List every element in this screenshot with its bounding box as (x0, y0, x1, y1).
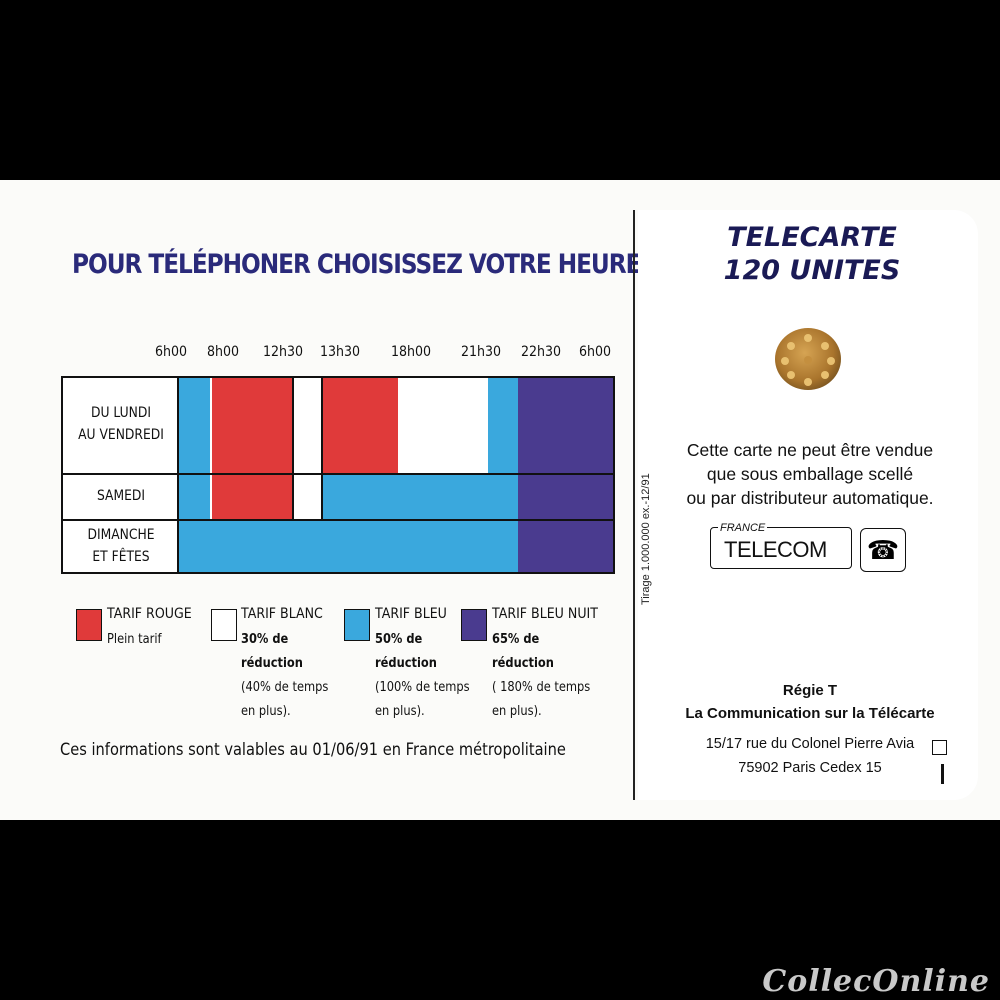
row-divider (63, 473, 613, 475)
row-label-line: AU VENDREDI (78, 427, 164, 443)
row-label-sunday: DIMANCHE ET FÊTES (70, 524, 172, 568)
time-tick: 6h00 (154, 344, 188, 360)
cell-bleu-nuit (518, 521, 613, 572)
row-label-line: DU LUNDI (90, 405, 152, 421)
legend-sub: 30% de réduction (40% de temps en plus). (241, 628, 328, 724)
telecarte-back: POUR TÉLÉPHONER CHOISISSEZ VOTRE HEURE. … (0, 180, 1000, 820)
time-tick: 6h00 (578, 344, 612, 360)
warning-line: Cette carte ne peut être vendue (686, 440, 934, 460)
cell-rouge (212, 475, 292, 519)
cell-bleu (179, 475, 210, 519)
sale-warning: Cette carte ne peut être vendue que sous… (660, 438, 960, 510)
cell-bleu (323, 475, 518, 519)
card-title-line: TELECARTE (727, 222, 897, 253)
print-run: Tirage 1.000.000 ex.-12/91 (640, 473, 652, 605)
headline: POUR TÉLÉPHONER CHOISISSEZ VOTRE HEURE. (72, 249, 649, 280)
address-line: 75902 Paris Cedex 15 (738, 760, 882, 776)
legend-sub: Plein tarif (107, 632, 162, 647)
cell-bleu (179, 521, 518, 572)
card-right-panel (638, 210, 978, 800)
legend-title: TARIF ROUGE (107, 606, 192, 622)
legend-line: réduction (375, 656, 437, 671)
legend-line: réduction (241, 656, 303, 671)
label-divider (177, 378, 179, 572)
regie-name: Régie T (782, 682, 838, 699)
cell-bleu (179, 378, 210, 473)
warning-line: ou par distributeur automatique. (686, 488, 934, 508)
legend-title: TARIF BLEU (375, 606, 447, 622)
legend-line: en plus). (375, 704, 425, 719)
telephone-icon: ☎ (860, 528, 906, 572)
legend-line: en plus). (492, 704, 542, 719)
regie-block: Régie T La Communication sur la Télécart… (660, 682, 960, 722)
row-label-line: ET FÊTES (92, 549, 150, 565)
card-title-line: 120 UNITES (723, 255, 901, 286)
watermark: CollecOnline (762, 964, 990, 999)
legend-line: (100% de temps (375, 680, 470, 695)
legend-line: 65% de (492, 632, 540, 647)
time-tick: 8h00 (206, 344, 240, 360)
card-divider (633, 210, 635, 800)
time-tick: 13h30 (319, 344, 361, 360)
row-label-saturday: SAMEDI (96, 488, 146, 504)
legend-swatch-bleu-nuit (461, 609, 487, 641)
legend-line: ( 180% de temps (492, 680, 591, 695)
regie-tagline: La Communication sur la Télécarte (685, 705, 935, 722)
legend-sub: 65% de réduction ( 180% de temps en plus… (492, 628, 590, 724)
time-tick: 12h30 (262, 344, 304, 360)
smart-chip-icon (775, 328, 841, 390)
legend-line: 50% de (375, 632, 423, 647)
validity-note: Ces informations sont valables au 01/06/… (60, 740, 566, 760)
france-telecom-logo (710, 527, 852, 569)
legend-title: TARIF BLANC (241, 606, 323, 622)
cell-bleu (488, 378, 518, 473)
bar-mark (941, 764, 944, 784)
legend-line: réduction (492, 656, 554, 671)
legend-swatch-bleu (344, 609, 370, 641)
logo-big-text: TELECOM (724, 537, 827, 562)
tariff-grid: DU LUNDI AU VENDREDI SAMEDI DIMANCHE ET … (61, 376, 615, 574)
warning-line: que sous emballage scellé (706, 464, 914, 484)
legend-line: en plus). (241, 704, 291, 719)
legend-swatch-rouge (76, 609, 102, 641)
cell-blanc (292, 475, 323, 519)
cell-bleu-nuit (518, 378, 613, 473)
legend-swatch-blanc (211, 609, 237, 641)
cell-blanc (292, 378, 323, 473)
logo-small-text: FRANCE (718, 522, 768, 534)
row-label-line: DIMANCHE (87, 527, 155, 543)
address-line: 15/17 rue du Colonel Pierre Avia (705, 736, 915, 752)
legend-line: (40% de temps (241, 680, 329, 695)
cell-bleu-nuit (518, 475, 613, 519)
time-tick: 21h30 (460, 344, 502, 360)
legend-line: 30% de (241, 632, 289, 647)
cell-rouge (212, 378, 292, 473)
time-tick: 22h30 (520, 344, 562, 360)
legend-title: TARIF BLEU NUIT (492, 606, 598, 622)
time-tick: 18h00 (390, 344, 432, 360)
cell-blanc (398, 378, 488, 473)
row-divider (63, 519, 613, 521)
card-title: TELECARTE 120 UNITES (712, 221, 912, 287)
legend-sub: 50% de réduction (100% de temps en plus)… (375, 628, 470, 724)
checkbox-mark (932, 740, 947, 755)
row-label-weekday: DU LUNDI AU VENDREDI (70, 402, 172, 446)
cell-rouge (323, 378, 398, 473)
